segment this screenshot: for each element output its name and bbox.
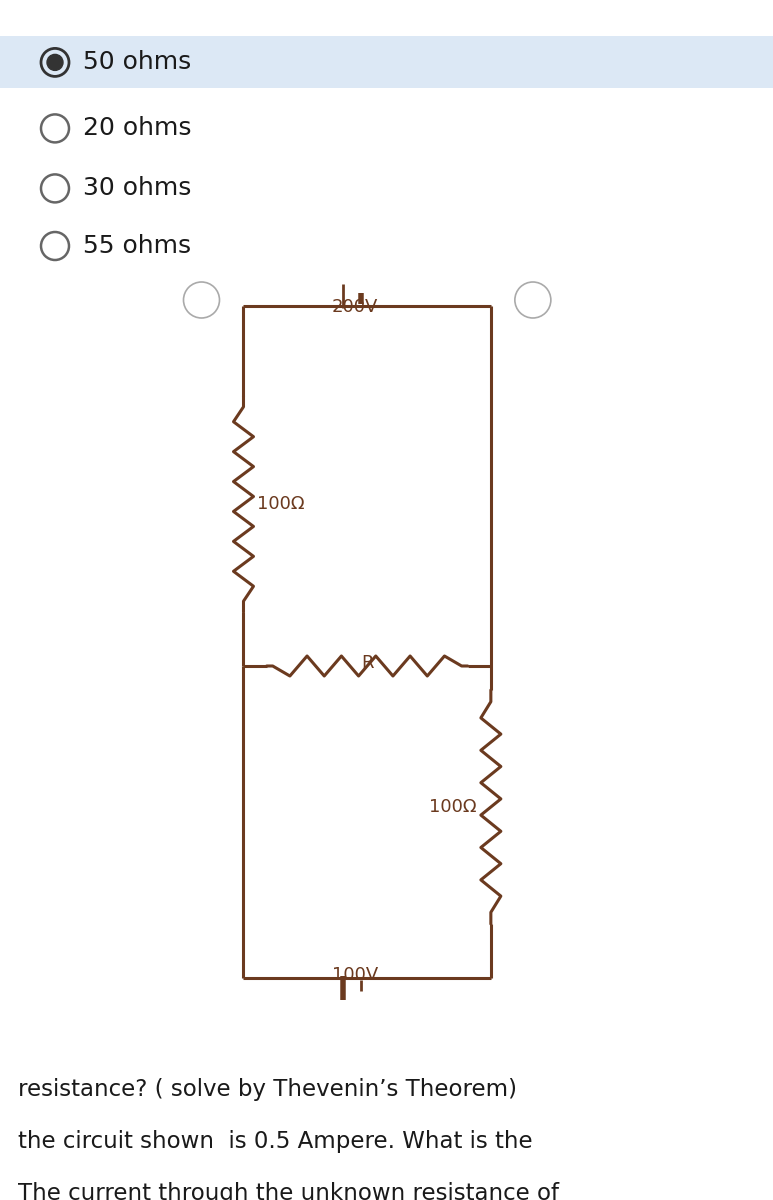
Circle shape bbox=[47, 54, 63, 71]
Text: 30 ohms: 30 ohms bbox=[83, 176, 192, 200]
Text: 50 ohms: 50 ohms bbox=[83, 50, 191, 74]
Text: 100V: 100V bbox=[332, 966, 378, 984]
Text: R: R bbox=[361, 654, 373, 672]
Text: 100Ω: 100Ω bbox=[429, 798, 477, 816]
Text: resistance? ( solve by Thevenin’s Theorem): resistance? ( solve by Thevenin’s Theore… bbox=[18, 1078, 517, 1102]
Text: 20 ohms: 20 ohms bbox=[83, 116, 192, 140]
FancyBboxPatch shape bbox=[0, 36, 773, 89]
Text: the circuit shown  is 0.5 Ampere. What is the: the circuit shown is 0.5 Ampere. What is… bbox=[18, 1130, 533, 1153]
Text: 100Ω: 100Ω bbox=[257, 494, 305, 514]
Text: The current through the unknown resistance of: The current through the unknown resistan… bbox=[18, 1182, 559, 1200]
Text: 200V: 200V bbox=[332, 298, 378, 316]
Text: 55 ohms: 55 ohms bbox=[83, 234, 191, 258]
